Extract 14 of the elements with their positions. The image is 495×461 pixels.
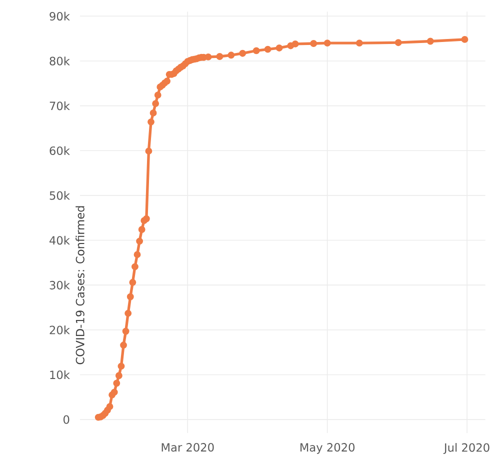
- y-tick-label: 50k: [50, 191, 70, 200]
- y-tick-label: 30k: [50, 280, 70, 290]
- y-tick-label: 10k: [50, 370, 70, 380]
- x-tick-label: Mar 2020: [162, 443, 214, 452]
- y-tick-label: 80k: [50, 56, 70, 66]
- y-axis-title: COVID-19 Cases: Confirmed: [76, 206, 84, 364]
- y-tick-label: 90k: [50, 12, 70, 21]
- y-tick-label: 0: [64, 415, 70, 424]
- y-tick-label: 70k: [50, 101, 70, 110]
- x-tick-label: May 2020: [300, 443, 355, 454]
- x-tick-label: Jul 2020: [443, 443, 490, 454]
- y-tick-label: 40k: [50, 236, 70, 245]
- y-tick-label: 60k: [50, 146, 70, 156]
- y-tick-label: 20k: [50, 326, 70, 334]
